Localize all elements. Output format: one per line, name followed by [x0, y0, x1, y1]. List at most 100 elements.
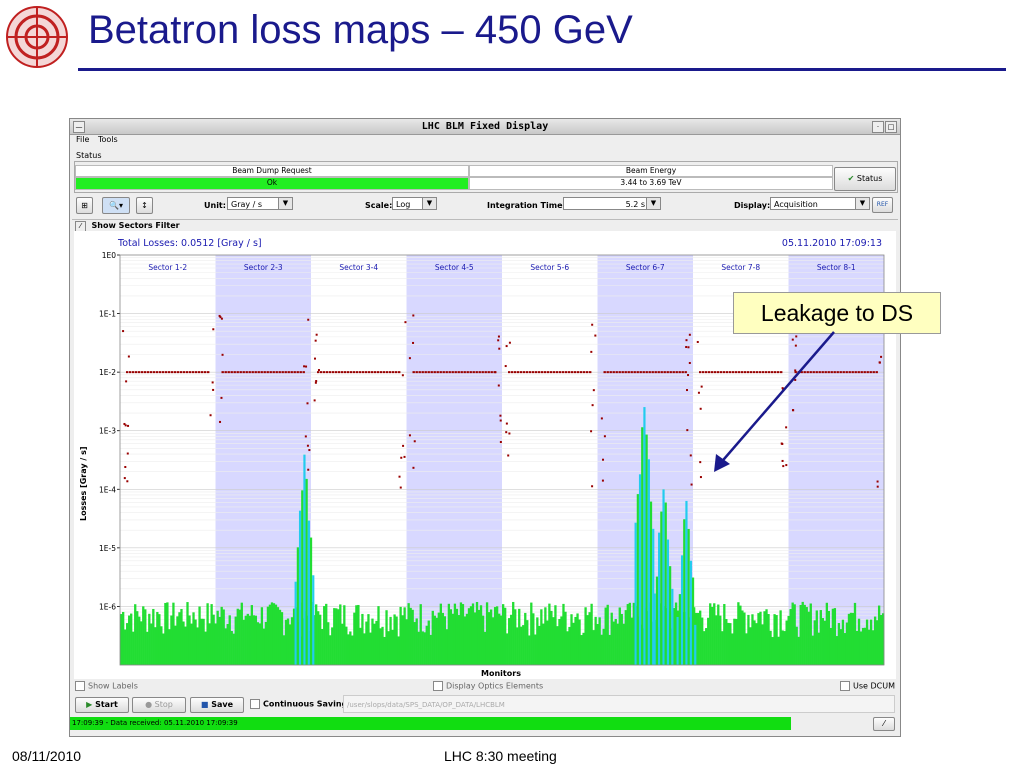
threshold-marker [475, 371, 478, 374]
display-select[interactable]: Acquisition ▼ [770, 197, 870, 210]
threshold-marker [535, 371, 538, 374]
sector-label: Sector 6-7 [626, 263, 665, 272]
ref-button[interactable]: REF [872, 197, 893, 213]
threshold-marker [127, 355, 130, 358]
loss-bar [787, 615, 790, 665]
loss-bar [317, 611, 320, 665]
menu-file[interactable]: File [76, 135, 90, 144]
status-button[interactable]: ✔ Status [834, 167, 896, 191]
zoom-icon[interactable]: 🔍▾ [102, 197, 130, 214]
fit-view-icon[interactable]: ⊞ [76, 197, 93, 214]
loss-bar [721, 631, 724, 665]
threshold-marker [590, 430, 593, 433]
loss-bar [479, 605, 483, 665]
loss-bar [546, 620, 549, 665]
loss-bar [530, 602, 533, 665]
loss-bar [399, 606, 402, 665]
threshold-marker [508, 432, 511, 435]
threshold-marker [708, 371, 711, 374]
save-path-field[interactable]: /user/slops/data/SPS_DATA/OP_DATA/LHCBLM [343, 695, 895, 713]
stop-button[interactable]: ● Stop [132, 697, 186, 713]
loss-peak-bar [655, 576, 659, 665]
loss-bar [737, 602, 740, 665]
display-optics-text: Display Optics Elements [446, 681, 544, 691]
loss-bar [254, 615, 258, 665]
threshold-marker [603, 371, 606, 374]
threshold-marker [135, 371, 138, 374]
show-labels-checkbox[interactable]: Show Labels [75, 681, 138, 691]
loss-bar [538, 625, 541, 665]
loss-bar [791, 602, 794, 665]
loss-bar [510, 614, 513, 665]
threshold-marker [565, 371, 568, 374]
loss-bar [455, 608, 459, 665]
threshold-marker [580, 371, 583, 374]
minimize-icon[interactable]: · [872, 121, 884, 133]
save-button[interactable]: ■ Save [190, 697, 244, 713]
loss-bar [379, 628, 382, 665]
loss-bar [226, 623, 229, 665]
threshold-marker [412, 314, 415, 317]
unit-select[interactable]: Gray / s ▼ [227, 197, 293, 210]
integration-select[interactable]: 5.2 s ▼ [563, 197, 661, 210]
loss-bar [216, 610, 219, 665]
threshold-marker [430, 371, 433, 374]
timestamp-label: 05.11.2010 17:09:13 [782, 238, 882, 249]
scale-select[interactable]: Log ▼ [392, 197, 437, 210]
loss-bar [598, 617, 601, 665]
threshold-marker [520, 371, 523, 374]
loss-peak-bar [647, 459, 650, 665]
resize-grip-icon[interactable]: ⁄ [873, 717, 895, 731]
threshold-marker [457, 371, 460, 374]
menu-tools[interactable]: Tools [97, 135, 118, 144]
loss-bar [351, 635, 354, 665]
threshold-marker [508, 341, 511, 344]
threshold-marker [602, 458, 605, 461]
loss-bar [325, 603, 328, 665]
loss-bar [518, 608, 521, 665]
loss-bar [600, 634, 603, 665]
loss-bar [154, 627, 157, 665]
threshold-marker [317, 371, 320, 374]
threshold-marker [220, 396, 223, 399]
loss-bar [813, 620, 816, 665]
vertical-scale-icon[interactable]: ↕ [136, 197, 153, 214]
loss-bar [134, 604, 137, 665]
threshold-marker [880, 355, 883, 358]
threshold-marker [505, 422, 508, 425]
chevron-down-icon: ▼ [422, 198, 436, 209]
use-dcum-checkbox[interactable]: Use DCUM [840, 681, 895, 691]
display-optics-checkbox[interactable]: Display Optics Elements [433, 681, 543, 691]
loss-bar [536, 617, 539, 665]
loss-bar [282, 635, 286, 665]
threshold-marker [699, 407, 702, 410]
maximize-icon[interactable]: □ [885, 121, 897, 133]
y-tick-label: 1E-4 [99, 485, 116, 494]
menu-bar: File Tools [70, 135, 900, 147]
threshold-marker [412, 466, 415, 469]
loss-bar [773, 614, 776, 665]
loss-bar [827, 610, 831, 665]
threshold-marker [183, 371, 186, 374]
threshold-marker [180, 371, 183, 374]
loss-bar [443, 616, 447, 665]
threshold-marker [305, 365, 308, 368]
threshold-marker [150, 371, 153, 374]
threshold-marker [395, 371, 398, 374]
beam-energy-value: 3.44 to 3.69 TeV [469, 177, 833, 190]
start-button[interactable]: ▶ Start [75, 697, 129, 713]
threshold-marker [212, 388, 215, 391]
threshold-marker [260, 371, 263, 374]
loss-bar [230, 630, 233, 665]
continuous-saving-checkbox[interactable]: Continuous Saving [250, 699, 347, 709]
threshold-marker [314, 339, 317, 342]
loss-bar [475, 601, 479, 665]
loss-bar [865, 619, 869, 665]
window-menu-icon[interactable]: — [73, 121, 85, 133]
loss-bar [713, 603, 716, 665]
threshold-marker [347, 371, 350, 374]
loss-bar [156, 611, 159, 665]
loss-bar [622, 623, 625, 665]
window-titlebar[interactable]: — LHC BLM Fixed Display · □ [70, 119, 900, 135]
checkbox-icon [433, 681, 443, 691]
